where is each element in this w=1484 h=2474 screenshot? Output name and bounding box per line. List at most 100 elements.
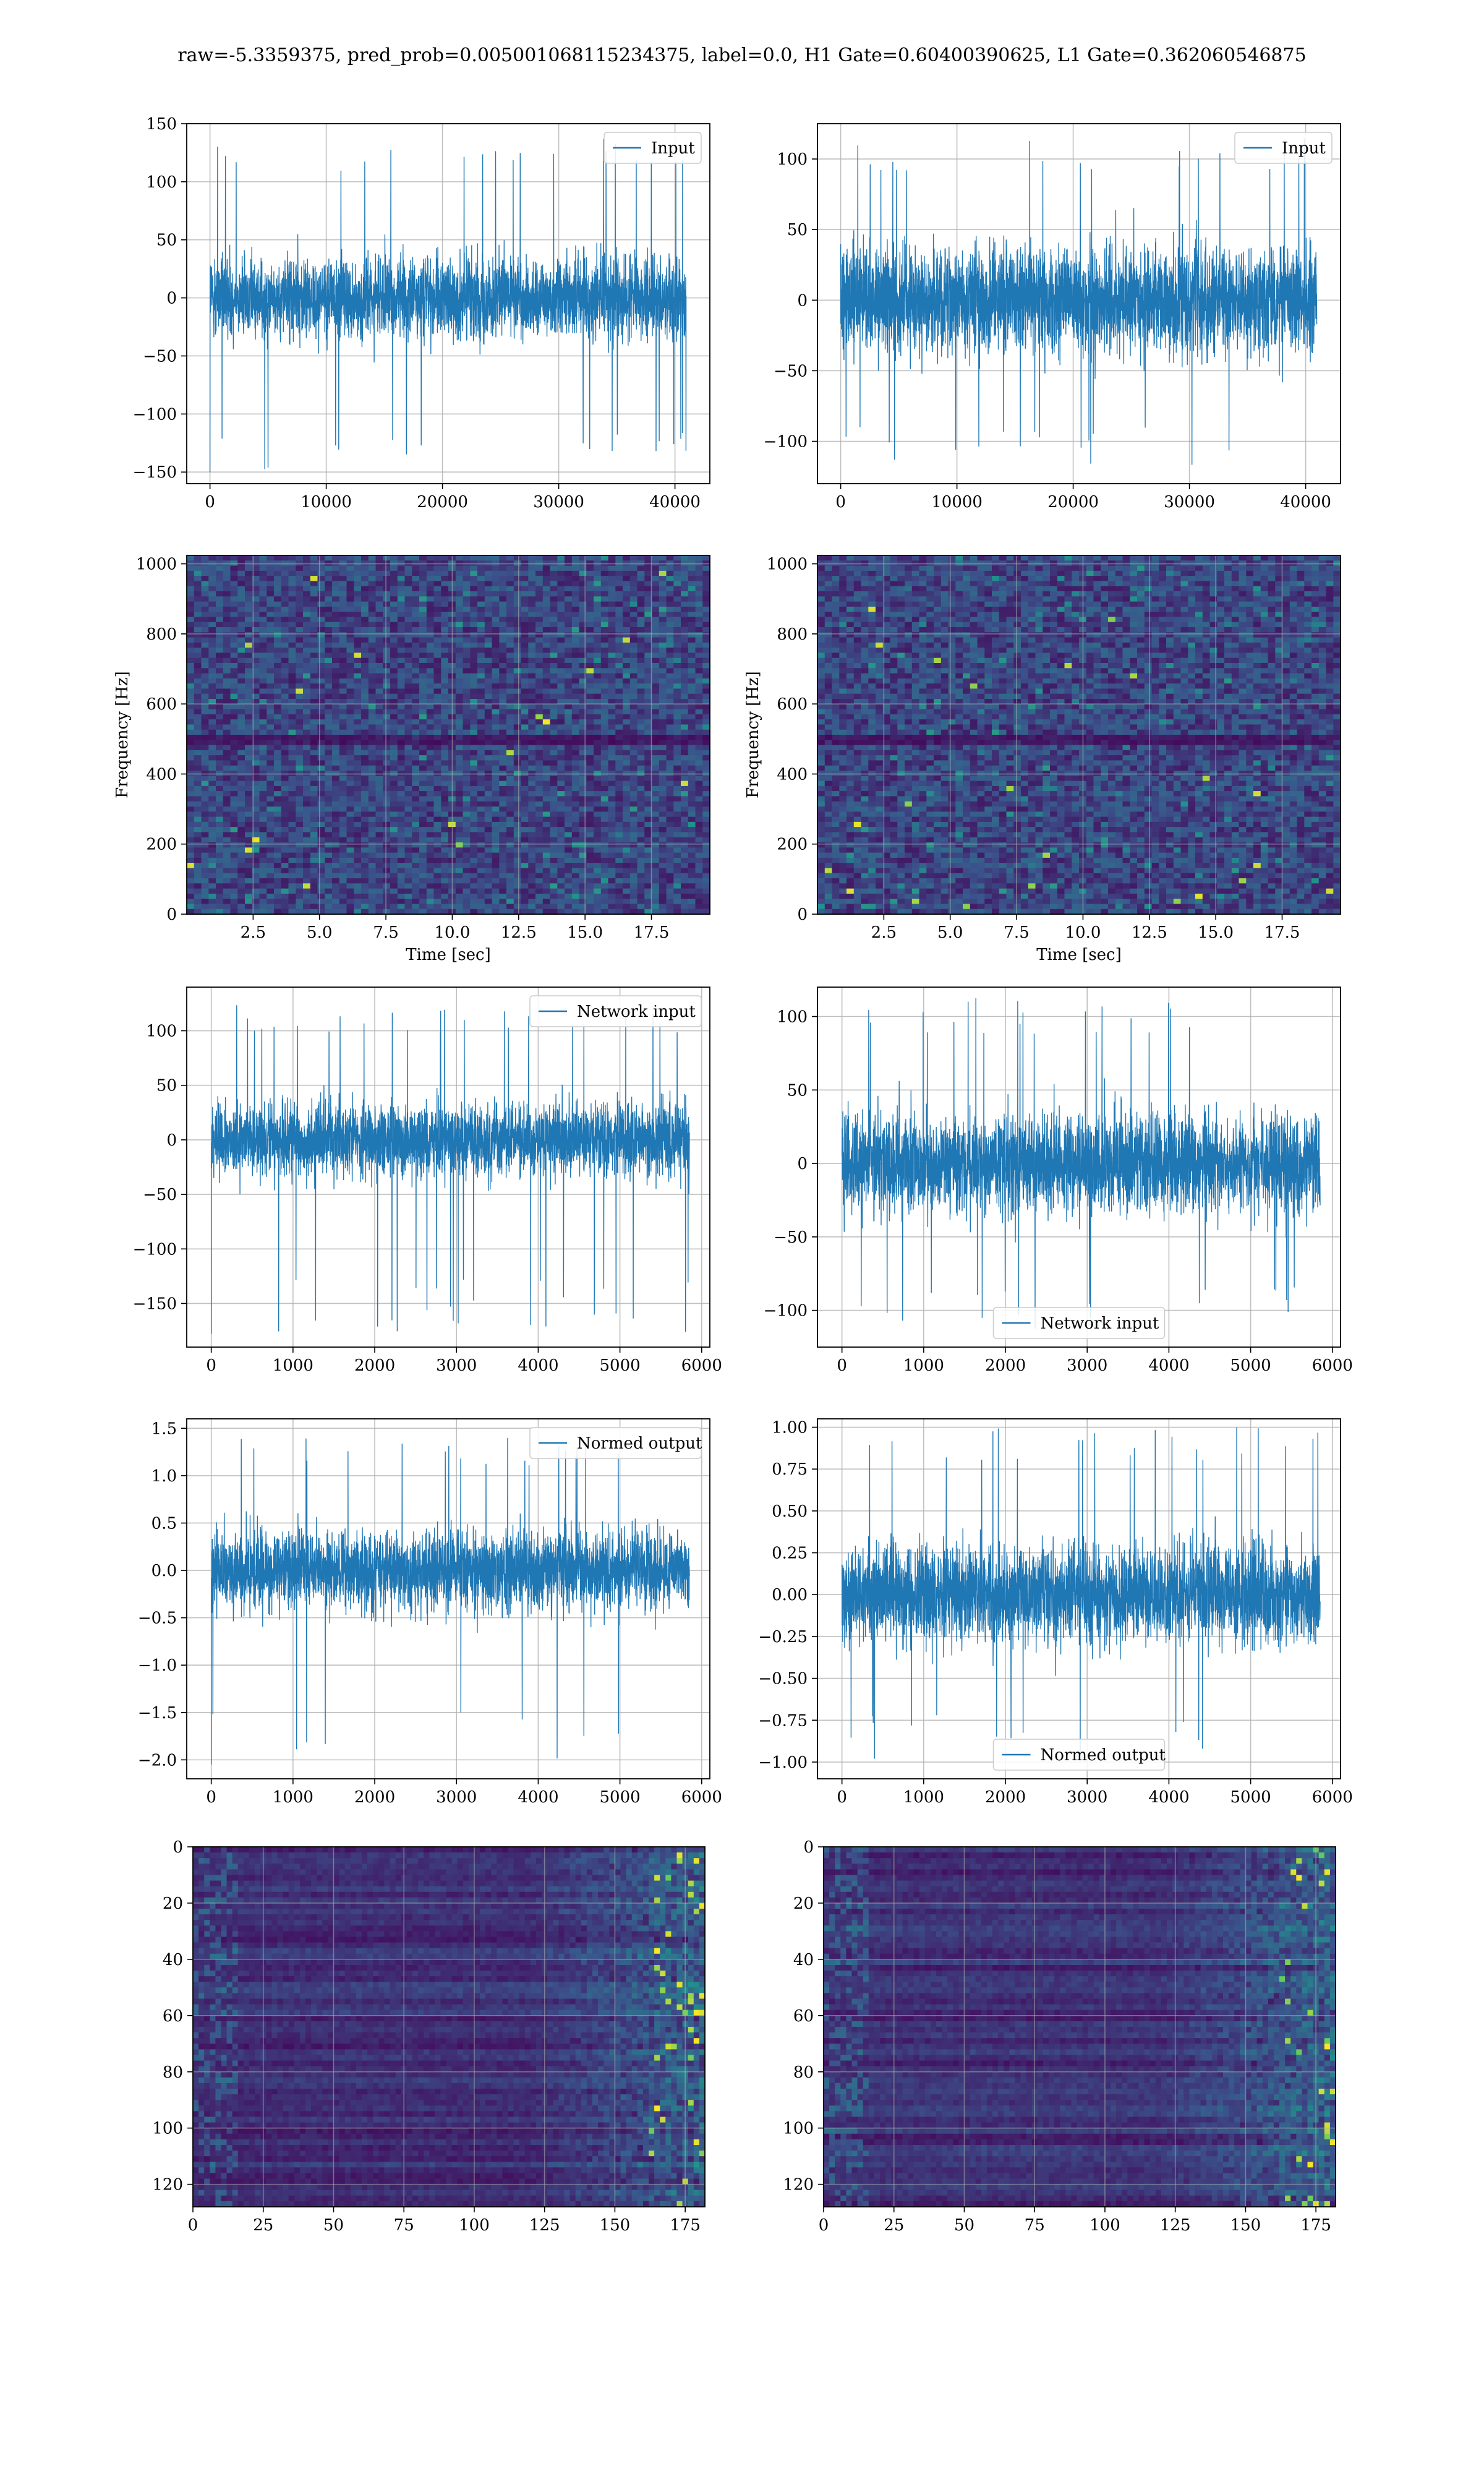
heatmap-cell	[332, 760, 340, 766]
heatmap-cell	[571, 771, 580, 777]
heatmap-cell	[267, 847, 275, 854]
heatmap-cell	[433, 555, 442, 562]
heatmap-cell	[281, 653, 289, 659]
heatmap-cell	[688, 827, 696, 833]
heatmap-cell	[390, 693, 398, 700]
heatmap-cell	[528, 724, 536, 730]
heatmap-cell	[310, 683, 318, 690]
heatmap-cell	[702, 857, 710, 863]
heatmap-cell	[383, 776, 391, 782]
heatmap-cell	[702, 842, 710, 849]
heatmap-cell	[571, 663, 580, 669]
heatmap-cell	[383, 673, 391, 679]
heatmap-cell	[441, 785, 449, 792]
heatmap-cell	[463, 596, 471, 602]
heatmap-cell	[513, 857, 522, 863]
heatmap-cell	[237, 745, 245, 751]
heatmap-cell	[477, 796, 485, 802]
heatmap-cell	[513, 821, 522, 828]
heatmap-cell	[615, 601, 623, 607]
heatmap-cell	[375, 642, 384, 648]
heatmap-cell	[600, 622, 609, 628]
heatmap-cell	[492, 811, 500, 818]
heatmap-cell	[673, 883, 681, 889]
heatmap-cell	[470, 735, 478, 741]
heatmap-cell	[426, 699, 435, 705]
heatmap-cell	[288, 581, 297, 587]
heatmap-cell	[550, 632, 558, 638]
heatmap-cell	[245, 570, 253, 576]
heatmap-cell	[623, 673, 631, 679]
heatmap-cell	[695, 781, 704, 787]
heatmap-cell	[208, 648, 216, 654]
heatmap-cell	[375, 745, 384, 751]
heatmap-cell	[623, 883, 631, 889]
heatmap-cell	[492, 883, 500, 889]
heatmap-cell	[615, 570, 623, 576]
heatmap-cell	[492, 765, 500, 771]
heatmap-cell	[579, 888, 587, 894]
heatmap-cell	[644, 821, 652, 828]
heatmap-cell	[702, 776, 710, 782]
heatmap-cell	[565, 601, 573, 607]
heatmap-cell	[688, 821, 696, 828]
heatmap-cell	[542, 642, 551, 648]
heatmap-cell	[673, 719, 681, 726]
heatmap-cell	[317, 771, 326, 777]
heatmap-cell	[506, 657, 514, 664]
heatmap-cell	[673, 555, 681, 562]
heatmap-cell	[201, 883, 210, 889]
heatmap-cell	[426, 883, 435, 889]
heatmap-cell	[259, 637, 268, 643]
heatmap-cell	[288, 688, 297, 695]
heatmap-cell	[594, 709, 602, 715]
heatmap-cell	[600, 570, 609, 576]
heatmap-cell	[542, 570, 551, 576]
heatmap-cell	[419, 576, 427, 582]
heatmap-cell	[252, 657, 260, 664]
heatmap-cell	[346, 617, 355, 623]
heatmap-cell	[623, 596, 631, 602]
heatmap-cell	[666, 596, 675, 602]
heatmap-cell	[550, 735, 558, 741]
heatmap-cell	[579, 648, 587, 654]
heatmap-cell	[608, 586, 616, 592]
heatmap-cell	[383, 811, 391, 818]
heatmap-cell	[484, 719, 493, 726]
heatmap-cell	[339, 852, 348, 858]
heatmap-cell	[659, 893, 667, 899]
heatmap-cell	[332, 709, 340, 715]
heatmap-cell	[354, 606, 362, 612]
heatmap-cell	[506, 586, 514, 592]
heatmap-cell	[535, 842, 544, 849]
heatmap-cell	[441, 632, 449, 638]
heatmap-cell	[296, 704, 304, 710]
heatmap-cell	[412, 596, 420, 602]
heatmap-cell	[441, 642, 449, 648]
heatmap-cell	[666, 612, 675, 618]
heatmap-cell	[542, 827, 551, 833]
heatmap-cell	[216, 750, 224, 756]
heatmap-cell	[586, 832, 594, 838]
heatmap-cell	[455, 745, 464, 751]
heatmap-cell	[245, 842, 253, 849]
heatmap-cell	[629, 878, 638, 884]
heatmap-cell	[702, 760, 710, 766]
heatmap-cell	[666, 781, 675, 787]
heatmap-cell	[666, 878, 675, 884]
heatmap-cell	[652, 668, 660, 674]
heatmap-cell	[426, 586, 435, 592]
heatmap-cell	[688, 760, 696, 766]
heatmap-cell	[383, 663, 391, 669]
heatmap-cell	[455, 683, 464, 690]
heatmap-cell	[506, 873, 514, 879]
heatmap-cell	[644, 791, 652, 797]
heatmap-cell	[695, 555, 704, 562]
heatmap-cell	[702, 673, 710, 679]
heatmap-cell	[608, 627, 616, 633]
heatmap-cell	[629, 883, 638, 889]
heatmap-cell	[528, 801, 536, 807]
heatmap-cell	[557, 821, 565, 828]
heatmap-cell	[281, 678, 289, 684]
heatmap-cell	[274, 565, 282, 571]
